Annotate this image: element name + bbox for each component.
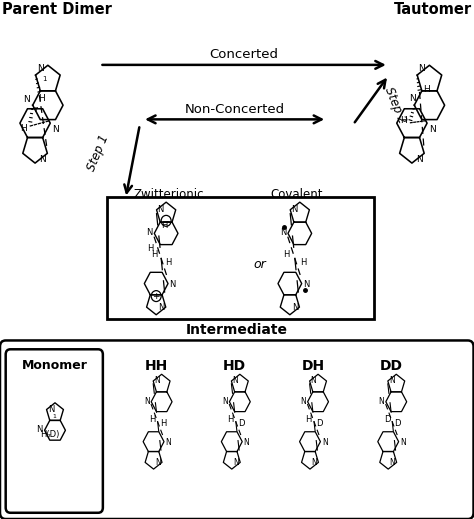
Text: H: H bbox=[306, 416, 312, 425]
Text: N: N bbox=[169, 280, 175, 289]
Text: N: N bbox=[292, 303, 298, 312]
Text: N: N bbox=[155, 458, 161, 468]
Text: Concerted: Concerted bbox=[210, 48, 279, 61]
Text: N: N bbox=[146, 228, 153, 237]
Text: −: − bbox=[163, 216, 170, 225]
FancyBboxPatch shape bbox=[6, 349, 103, 513]
Text: N: N bbox=[24, 94, 30, 104]
Text: D: D bbox=[394, 419, 401, 428]
Text: N: N bbox=[310, 376, 316, 385]
Text: N: N bbox=[157, 205, 164, 214]
Text: N: N bbox=[416, 155, 423, 164]
Text: N: N bbox=[400, 438, 406, 447]
Text: H: H bbox=[165, 258, 172, 267]
Text: N: N bbox=[48, 404, 55, 414]
Text: N: N bbox=[301, 397, 306, 406]
Text: D: D bbox=[316, 419, 322, 428]
Text: or: or bbox=[254, 258, 266, 271]
Text: Monomer: Monomer bbox=[22, 359, 87, 372]
Text: N: N bbox=[410, 94, 416, 103]
Text: Non-Concerted: Non-Concerted bbox=[184, 103, 285, 116]
Text: H: H bbox=[147, 244, 153, 253]
Text: N: N bbox=[39, 155, 46, 164]
Text: H: H bbox=[20, 125, 27, 133]
Text: H: H bbox=[228, 416, 234, 425]
Text: Tautomer: Tautomer bbox=[393, 2, 472, 17]
Text: Intermediate: Intermediate bbox=[186, 323, 288, 337]
Text: Step 1: Step 1 bbox=[85, 133, 111, 173]
Text: N: N bbox=[429, 125, 436, 134]
Text: H: H bbox=[160, 419, 166, 428]
Text: H: H bbox=[151, 250, 157, 259]
Text: D: D bbox=[238, 419, 244, 428]
Text: +: + bbox=[153, 292, 160, 301]
Text: D: D bbox=[384, 416, 390, 425]
Text: N: N bbox=[37, 64, 44, 74]
Text: H: H bbox=[300, 258, 306, 267]
Text: N: N bbox=[154, 376, 160, 385]
Text: N: N bbox=[158, 303, 164, 312]
Text: HD: HD bbox=[223, 359, 246, 373]
Text: N: N bbox=[232, 376, 238, 385]
Text: H: H bbox=[161, 221, 168, 230]
Text: H: H bbox=[423, 86, 430, 94]
Text: N: N bbox=[311, 458, 317, 468]
Text: N: N bbox=[244, 438, 249, 447]
Text: Parent Dimer: Parent Dimer bbox=[2, 2, 112, 17]
Text: N: N bbox=[390, 458, 395, 468]
Text: N: N bbox=[222, 397, 228, 406]
Text: N: N bbox=[233, 458, 239, 468]
Text: H: H bbox=[283, 250, 290, 259]
Text: Zwitterionic: Zwitterionic bbox=[133, 188, 203, 201]
Text: 7: 7 bbox=[46, 434, 50, 440]
Text: N: N bbox=[302, 280, 309, 289]
Text: 7: 7 bbox=[33, 107, 37, 113]
Text: N: N bbox=[419, 64, 425, 73]
Text: N: N bbox=[53, 125, 59, 134]
Text: DD: DD bbox=[380, 359, 402, 373]
Text: N: N bbox=[291, 205, 298, 214]
Text: H: H bbox=[38, 94, 45, 103]
Text: N: N bbox=[389, 376, 394, 385]
Bar bbox=[107, 197, 374, 319]
Text: N: N bbox=[379, 397, 384, 406]
Text: N: N bbox=[36, 425, 43, 434]
Text: Step 2: Step 2 bbox=[382, 85, 408, 126]
Text: N: N bbox=[280, 228, 286, 237]
Text: N: N bbox=[144, 397, 150, 406]
Text: DH: DH bbox=[301, 359, 324, 373]
Text: Covalent: Covalent bbox=[270, 188, 322, 201]
Text: N: N bbox=[322, 438, 328, 447]
Text: 1: 1 bbox=[52, 414, 56, 419]
Text: N: N bbox=[165, 438, 171, 447]
Text: 1: 1 bbox=[42, 76, 47, 81]
FancyBboxPatch shape bbox=[0, 340, 474, 519]
Text: H(D): H(D) bbox=[40, 430, 60, 439]
Text: H: H bbox=[400, 116, 407, 125]
Text: H: H bbox=[149, 416, 155, 425]
Text: HH: HH bbox=[145, 359, 168, 373]
